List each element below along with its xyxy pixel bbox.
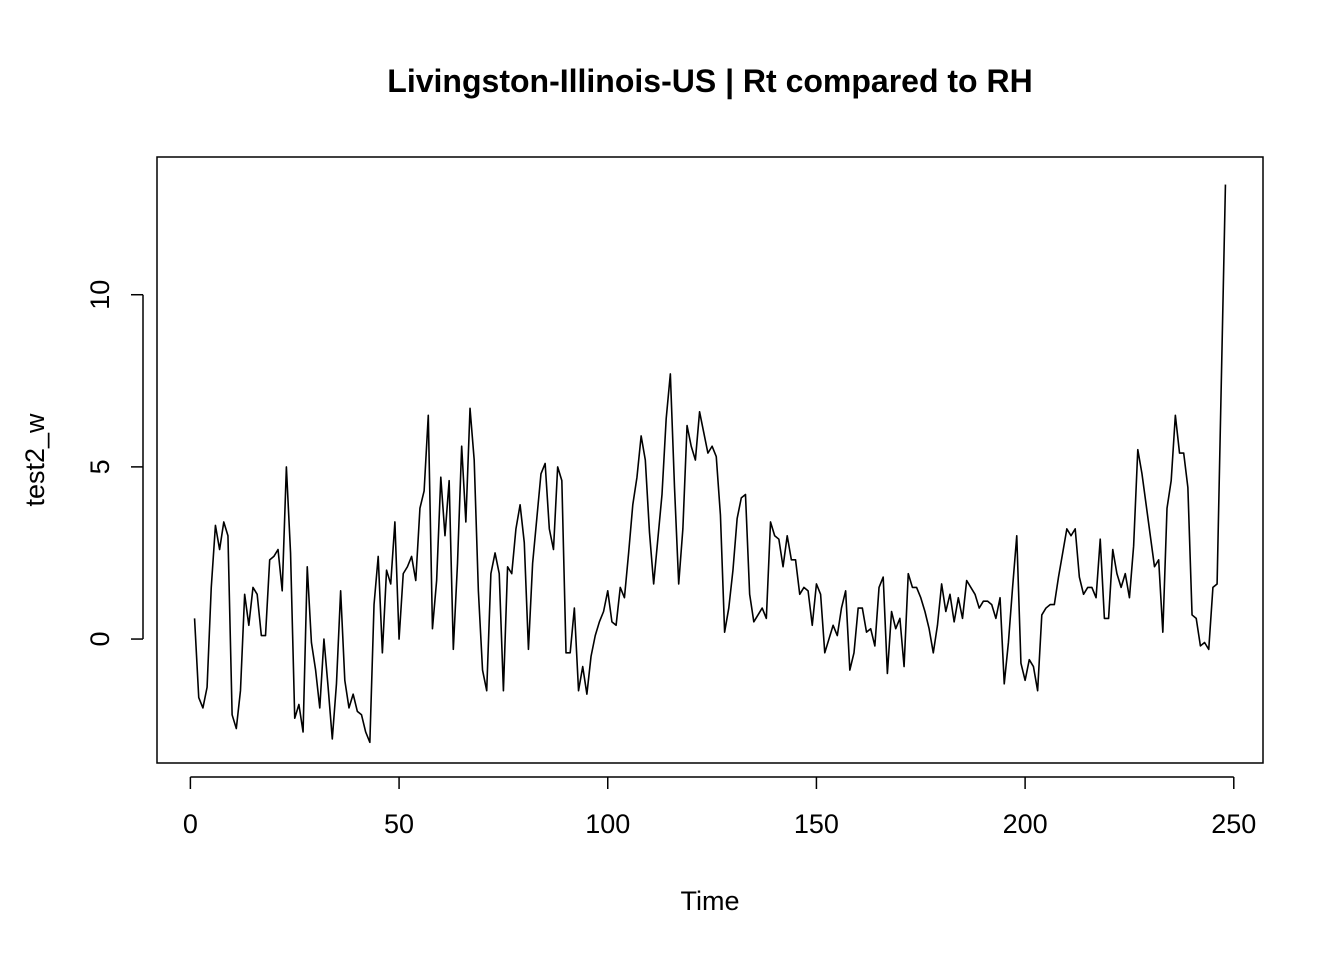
x-axis: 0 50 100 150 200 250 <box>183 776 1256 839</box>
y-tick-label: 5 <box>85 459 115 474</box>
y-axis-label: test2_w <box>20 413 50 507</box>
x-tick-label: 0 <box>183 809 198 839</box>
chart-title: Livingston-Illinois-US | Rt compared to … <box>387 63 1032 99</box>
x-tick-label: 50 <box>384 809 414 839</box>
y-axis: 0 5 10 <box>85 280 144 647</box>
plot-frame <box>156 156 1264 764</box>
x-tick-label: 100 <box>585 809 630 839</box>
x-axis-label: Time <box>681 886 740 916</box>
series-line <box>193 184 1227 744</box>
x-tick-label: 250 <box>1211 809 1256 839</box>
x-tick-label: 200 <box>1003 809 1048 839</box>
x-tick-label: 150 <box>794 809 839 839</box>
series-layer <box>193 184 1227 744</box>
y-tick-label: 10 <box>85 280 115 310</box>
y-tick-label: 0 <box>85 632 115 647</box>
